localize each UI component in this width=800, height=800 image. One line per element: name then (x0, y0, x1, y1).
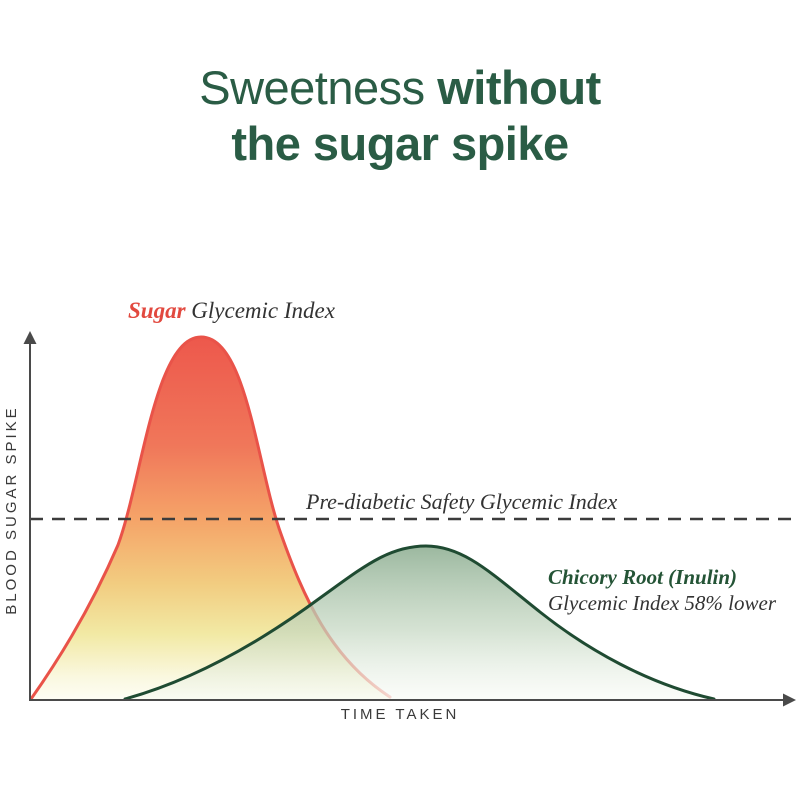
chicory-label-detail: Glycemic Index 58% lower (548, 591, 776, 616)
title-line-2: the sugar spike (231, 117, 569, 171)
y-axis-arrow-icon (23, 331, 37, 344)
chicory-curve-label: Chicory Root (Inulin) Glycemic Index 58%… (548, 564, 776, 617)
y-axis-label: BLOOD SUGAR SPIKE (3, 405, 20, 615)
chicory-curve-line (123, 544, 716, 701)
threshold-label: Pre-diabetic Safety Glycemic Index (306, 489, 618, 514)
x-axis-arrow-icon (783, 693, 796, 707)
title-word-sweetness: Sweetness (199, 61, 425, 114)
sugar-curve-label-name: Sugar (128, 298, 186, 323)
sugar-curve-label: Sugar Glycemic Index (128, 298, 335, 324)
title-word-without: without (424, 61, 601, 114)
x-axis-label: TIME TAKEN (340, 706, 460, 723)
chicory-label-name: Chicory Root (Inulin) (548, 565, 738, 589)
sugar-curve-line (29, 335, 392, 701)
sugar-curve-label-rest: Glycemic Index (185, 298, 335, 323)
page-title: Sweetness without the sugar spike (0, 60, 800, 173)
title-line-1: Sweetness without (0, 60, 800, 116)
chicory-curve-area (125, 546, 714, 699)
